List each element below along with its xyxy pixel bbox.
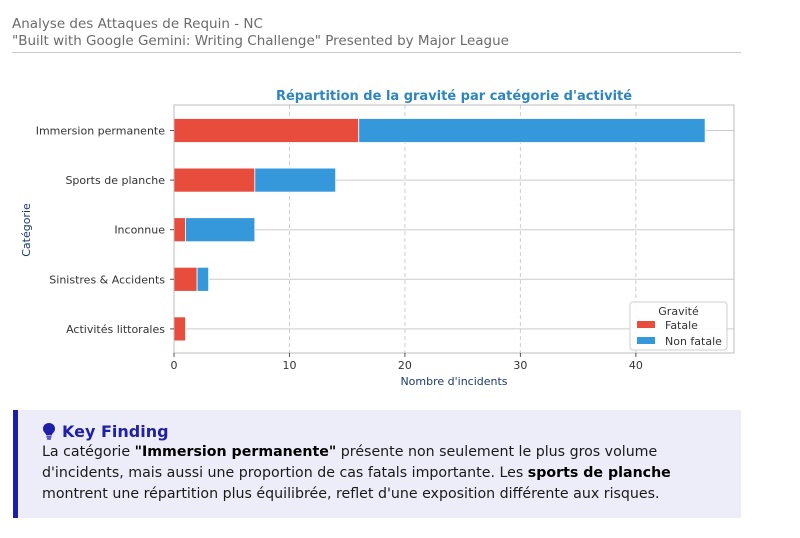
- finding-emphasis-immersion: "Immersion permanente": [134, 444, 337, 460]
- slide-subtitle: "Built with Google Gemini: Writing Chall…: [12, 33, 509, 49]
- finding-text-3: montrent une répartition plus équilibrée…: [42, 486, 660, 502]
- y-tick-label: Inconnue: [114, 224, 165, 237]
- bar-fatale: [173, 118, 360, 143]
- y-tick-label: Activités littorales: [66, 323, 165, 336]
- bar-fatale: [173, 316, 186, 342]
- key-finding-heading: Key Finding: [42, 420, 731, 442]
- y-tick-label: Sinistres & Accidents: [49, 273, 165, 286]
- legend-swatch-non-fatale: [637, 337, 655, 344]
- bar-non-fatale: [254, 167, 337, 193]
- legend-label-fatale: Fatale: [665, 319, 698, 332]
- header-divider: [12, 52, 741, 53]
- y-axis-label: Catégorie: [20, 203, 33, 257]
- x-axis-label: Nombre d'incidents: [400, 375, 507, 388]
- legend-label-non-fatale: Non fatale: [665, 335, 722, 348]
- key-finding-box: Key Finding La catégorie "Immersion perm…: [13, 410, 741, 518]
- x-tick-label: 30: [513, 359, 527, 372]
- key-finding-text: La catégorie "Immersion permanente" prés…: [42, 442, 731, 505]
- x-tick-label: 20: [398, 359, 412, 372]
- y-tick-label: Sports de planche: [65, 174, 165, 187]
- bar-fatale: [173, 217, 186, 243]
- finding-text-1: La catégorie: [42, 444, 135, 460]
- finding-emphasis-planche: sports de planche: [527, 465, 671, 481]
- bar-fatale: [173, 167, 256, 193]
- x-tick-labels: 0 10 20 30 40: [171, 353, 643, 372]
- slide-title: Analyse des Attaques de Requin - NC: [12, 16, 263, 32]
- legend-swatch-fatale: [637, 321, 655, 328]
- legend-title: Gravité: [658, 305, 699, 318]
- chart-title: Répartition de la gravité par catégorie …: [276, 89, 632, 104]
- bar-non-fatale: [196, 266, 210, 292]
- slide-header: Analyse des Attaques de Requin - NC "Bui…: [12, 16, 509, 50]
- x-tick-label: 10: [282, 359, 296, 372]
- bar-fatale: [173, 266, 198, 292]
- y-tick-label: Immersion permanente: [36, 125, 166, 138]
- bar-chart: Répartition de la gravité par catégorie …: [20, 89, 735, 388]
- x-tick-label: 40: [629, 359, 643, 372]
- plot-frame: [173, 104, 735, 354]
- bar-non-fatale: [358, 118, 706, 143]
- legend: Gravité Fatale Non fatale: [629, 301, 728, 351]
- finding-text-2: présente non seulement le plus gros volu…: [42, 444, 658, 481]
- y-tick-labels: Immersion permanente Sports de planche Inc…: [36, 125, 174, 336]
- bar-non-fatale: [185, 217, 256, 243]
- key-finding-title: Key Finding: [62, 421, 169, 441]
- bars: [173, 118, 706, 342]
- lightbulb-icon: [43, 423, 55, 440]
- x-tick-label: 0: [171, 359, 178, 372]
